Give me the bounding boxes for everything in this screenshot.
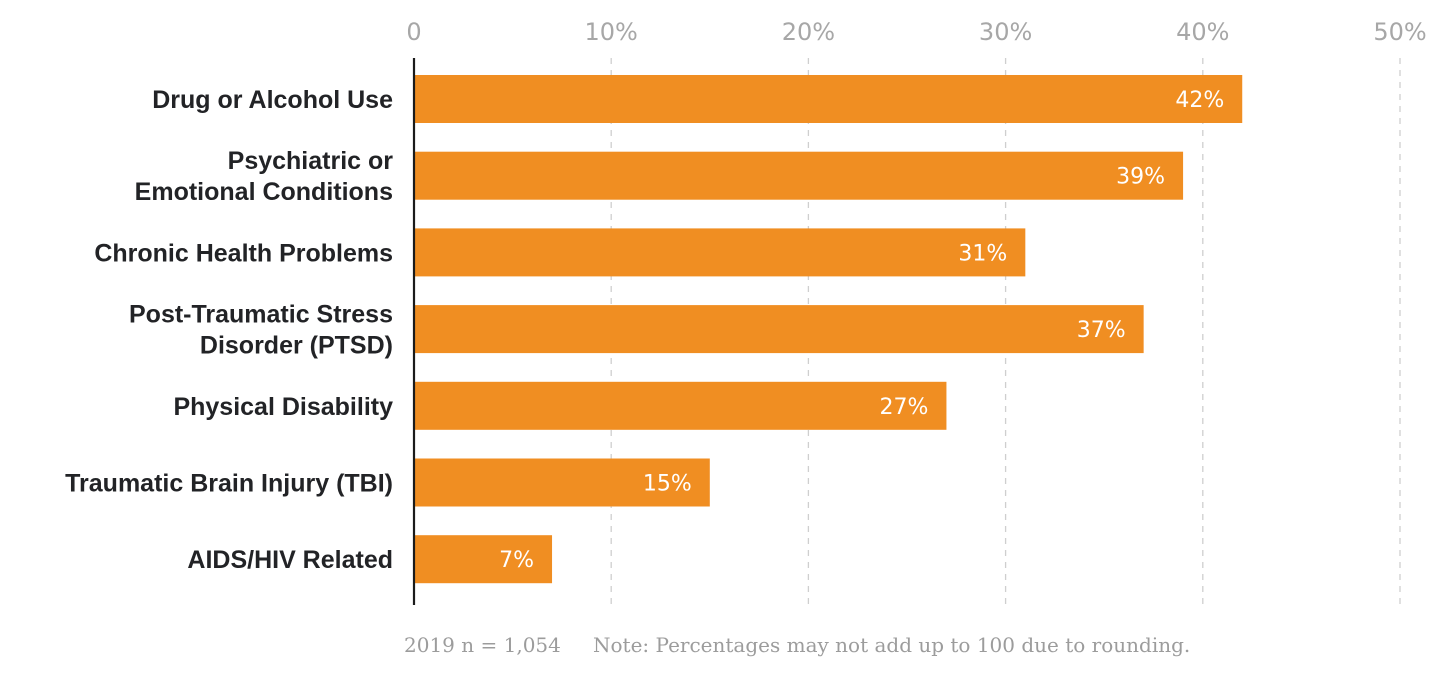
bar-value-label: 39% (1116, 165, 1165, 190)
category-label-line: Disorder (PTSD) (200, 332, 393, 360)
bars (414, 75, 1243, 584)
x-tick-label: 0 (406, 18, 421, 46)
x-tick-label: 20% (782, 18, 835, 46)
bar-7 (414, 535, 553, 584)
category-label-line: Chronic Health Problems (94, 239, 393, 267)
x-tick-label: 10% (585, 18, 638, 46)
category-label: Post-Traumatic Stress Disorder (PTSD) (129, 301, 393, 360)
footnote: 2019 n = 1,054 Note: Percentages may not… (404, 633, 1190, 657)
category-label: AIDS/HIV Related (187, 546, 393, 574)
axes: 0 10% 20% 30% 40% 50% (406, 18, 1427, 605)
bar-5 (414, 381, 947, 430)
category-label-line: Traumatic Brain Injury (TBI) (65, 470, 393, 498)
category-label-line: Psychiatric or (228, 147, 394, 175)
bar-value-label: 7% (499, 548, 534, 573)
category-label: Traumatic Brain Injury (TBI) (65, 470, 393, 498)
x-tick-label: 40% (1176, 18, 1229, 46)
x-tick-label: 50% (1373, 18, 1426, 46)
category-label: Psychiatric or Emotional Conditions (135, 147, 394, 206)
category-label-line: Drug or Alcohol Use (152, 86, 393, 114)
category-label: Drug or Alcohol Use (152, 86, 393, 114)
category-label-line: Post-Traumatic Stress (129, 301, 393, 329)
sample-size-note: 2019 n = 1,054 (404, 633, 561, 657)
bar-1 (414, 75, 1243, 123)
rounding-note: Note: Percentages may not add up to 100 … (593, 633, 1190, 657)
category-label: Chronic Health Problems (94, 239, 393, 267)
bar-value-label: 15% (643, 472, 692, 497)
bar-2 (414, 151, 1184, 200)
category-label-line: AIDS/HIV Related (187, 546, 393, 574)
bar-value-label: 37% (1077, 318, 1126, 343)
labels: 42% Drug or Alcohol Use 39% Psychiatric or E… (65, 86, 1224, 574)
bar-4 (414, 305, 1144, 354)
bar-value-label: 31% (958, 241, 1007, 266)
category-label-line: Physical Disability (173, 393, 393, 421)
bar-value-label: 42% (1175, 88, 1224, 113)
x-tick-label: 30% (979, 18, 1032, 46)
bar-6 (414, 458, 710, 507)
category-label: Physical Disability (173, 393, 393, 421)
category-label-line: Emotional Conditions (135, 178, 393, 206)
bar-3 (414, 228, 1026, 277)
bar-value-label: 27% (880, 395, 929, 420)
